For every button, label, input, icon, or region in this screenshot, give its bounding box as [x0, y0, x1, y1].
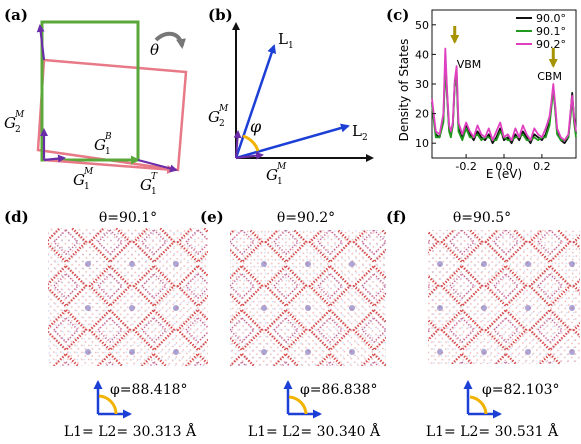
- l2-label: L 2: [352, 122, 368, 143]
- panel-label-d: (d): [4, 208, 29, 226]
- theta-caption-d: θ=90.1°: [99, 210, 157, 226]
- x-tick-label: -0.2: [455, 160, 476, 173]
- y-tick-label: 10: [415, 137, 429, 150]
- g1m-label-b: G M 1: [266, 162, 287, 187]
- annotation-label: CBM: [537, 70, 562, 83]
- g1b-label: G B 1: [94, 132, 112, 157]
- moire-pattern-d: [48, 228, 208, 366]
- phi-caption-f: φ=82.103°: [482, 382, 560, 398]
- legend-entry: 90.0°: [536, 12, 566, 25]
- svg-text:2: 2: [15, 125, 21, 135]
- length-caption-d: L1= L2= 30.313 Å: [64, 422, 197, 440]
- g2m-label: G M 2: [4, 110, 25, 135]
- panel-d: (d) θ=90.1° φ=88.418° L1= L2= 30.313 Å: [4, 208, 208, 440]
- theta-caption-f: θ=90.5°: [453, 210, 511, 226]
- panel-f: (f) θ=90.5° φ=82.103° L1= L2= 30.531 Å: [386, 208, 580, 440]
- phi-angle-arc: [242, 134, 260, 152]
- svg-text:1: 1: [277, 177, 283, 187]
- y-tick-label: 30: [415, 78, 429, 91]
- g1t-label: G T 1: [140, 172, 158, 197]
- svg-text:M: M: [276, 162, 287, 172]
- length-caption-e: L1= L2= 30.340 Å: [248, 422, 381, 440]
- svg-text:L: L: [352, 122, 362, 140]
- annotation-label: VBM: [457, 58, 482, 71]
- l1-arrow: [234, 44, 277, 159]
- svg-text:G: G: [94, 136, 106, 154]
- g1m-arrow: [43, 154, 66, 163]
- rotate-arrow-icon: [154, 31, 186, 49]
- y-tick-label: 40: [415, 48, 429, 61]
- svg-text:1: 1: [288, 41, 294, 51]
- legend-entry: 90.1°: [536, 25, 566, 38]
- l2-arrow: [235, 123, 350, 160]
- x-tick-label: 0.2: [533, 160, 551, 173]
- svg-text:2: 2: [362, 133, 368, 143]
- x-tick-label: 0.0: [495, 160, 513, 173]
- phi-label-b: φ: [250, 117, 262, 136]
- svg-text:G: G: [4, 114, 16, 132]
- panel-e: (e) θ=90.2° φ=86.838° L1= L2= 30.340 Å: [200, 208, 386, 440]
- g2m-label-b: G M 2: [208, 104, 229, 129]
- g2m-top-arrow: [36, 24, 46, 61]
- svg-text:G: G: [208, 108, 220, 126]
- g1m-offset-arrow: [137, 159, 178, 173]
- series-line-2: [431, 47, 577, 142]
- g1m-arrow-b: [235, 151, 264, 160]
- length-caption-f: L1= L2= 30.531 Å: [426, 422, 559, 440]
- panel-c: (c) Density of States E (eV) 10 20 30 40 50 -…: [386, 6, 577, 181]
- y-tick-label: 50: [415, 19, 429, 32]
- axes-icon-e: [283, 380, 322, 419]
- moire-pattern-e: [230, 230, 386, 366]
- panel-label-f: (f): [386, 208, 407, 226]
- svg-text:2: 2: [219, 119, 225, 129]
- svg-text:M: M: [218, 104, 229, 114]
- dos-chart: 10 20 30 40 50 -0.2 0.0 0.2 VBM CBM 90.0°90.1°90.2…: [415, 9, 577, 173]
- theta-caption-e: θ=90.2°: [277, 210, 335, 226]
- panel-label-a: (a): [4, 6, 28, 24]
- svg-text:G: G: [140, 176, 152, 194]
- svg-text:1: 1: [105, 147, 111, 157]
- svg-text:1: 1: [151, 187, 157, 197]
- bottom-layer-cell: [40, 20, 140, 162]
- l1-label: L 1: [278, 30, 294, 51]
- svg-text:G: G: [266, 166, 278, 184]
- phi-caption-e: φ=86.838°: [300, 382, 378, 398]
- axes-icon-f: [463, 380, 502, 419]
- svg-text:1: 1: [84, 182, 90, 192]
- svg-text:M: M: [83, 167, 94, 177]
- moire-pattern-f: [428, 230, 580, 364]
- panel-label-e: (e): [200, 208, 224, 226]
- top-layer-cell: [36, 58, 188, 172]
- theta-label: θ: [150, 41, 159, 59]
- legend-entry: 90.2°: [536, 38, 566, 51]
- y-axis-title: Density of States: [397, 39, 411, 142]
- panel-a: (a) θ G M 2 G M 1 G B 1 G: [4, 6, 188, 197]
- panel-label-b: (b): [208, 6, 233, 24]
- svg-text:B: B: [104, 132, 112, 142]
- svg-text:T: T: [151, 172, 158, 182]
- y-tick-label: 20: [415, 108, 429, 121]
- phi-caption-d: φ=88.418°: [110, 382, 188, 398]
- x-axis-title: E (eV): [486, 167, 522, 181]
- svg-text:G: G: [73, 171, 85, 189]
- svg-text:M: M: [14, 110, 25, 120]
- g2m-arrow-b: [233, 130, 242, 159]
- panel-label-c: (c): [386, 6, 409, 24]
- g1m-label: G M 1: [73, 167, 94, 192]
- axes-icon-d: [93, 380, 132, 419]
- panel-b: (b) φ L 1 L 2 G M 2 G M 1: [208, 6, 374, 187]
- svg-text:L: L: [278, 30, 288, 48]
